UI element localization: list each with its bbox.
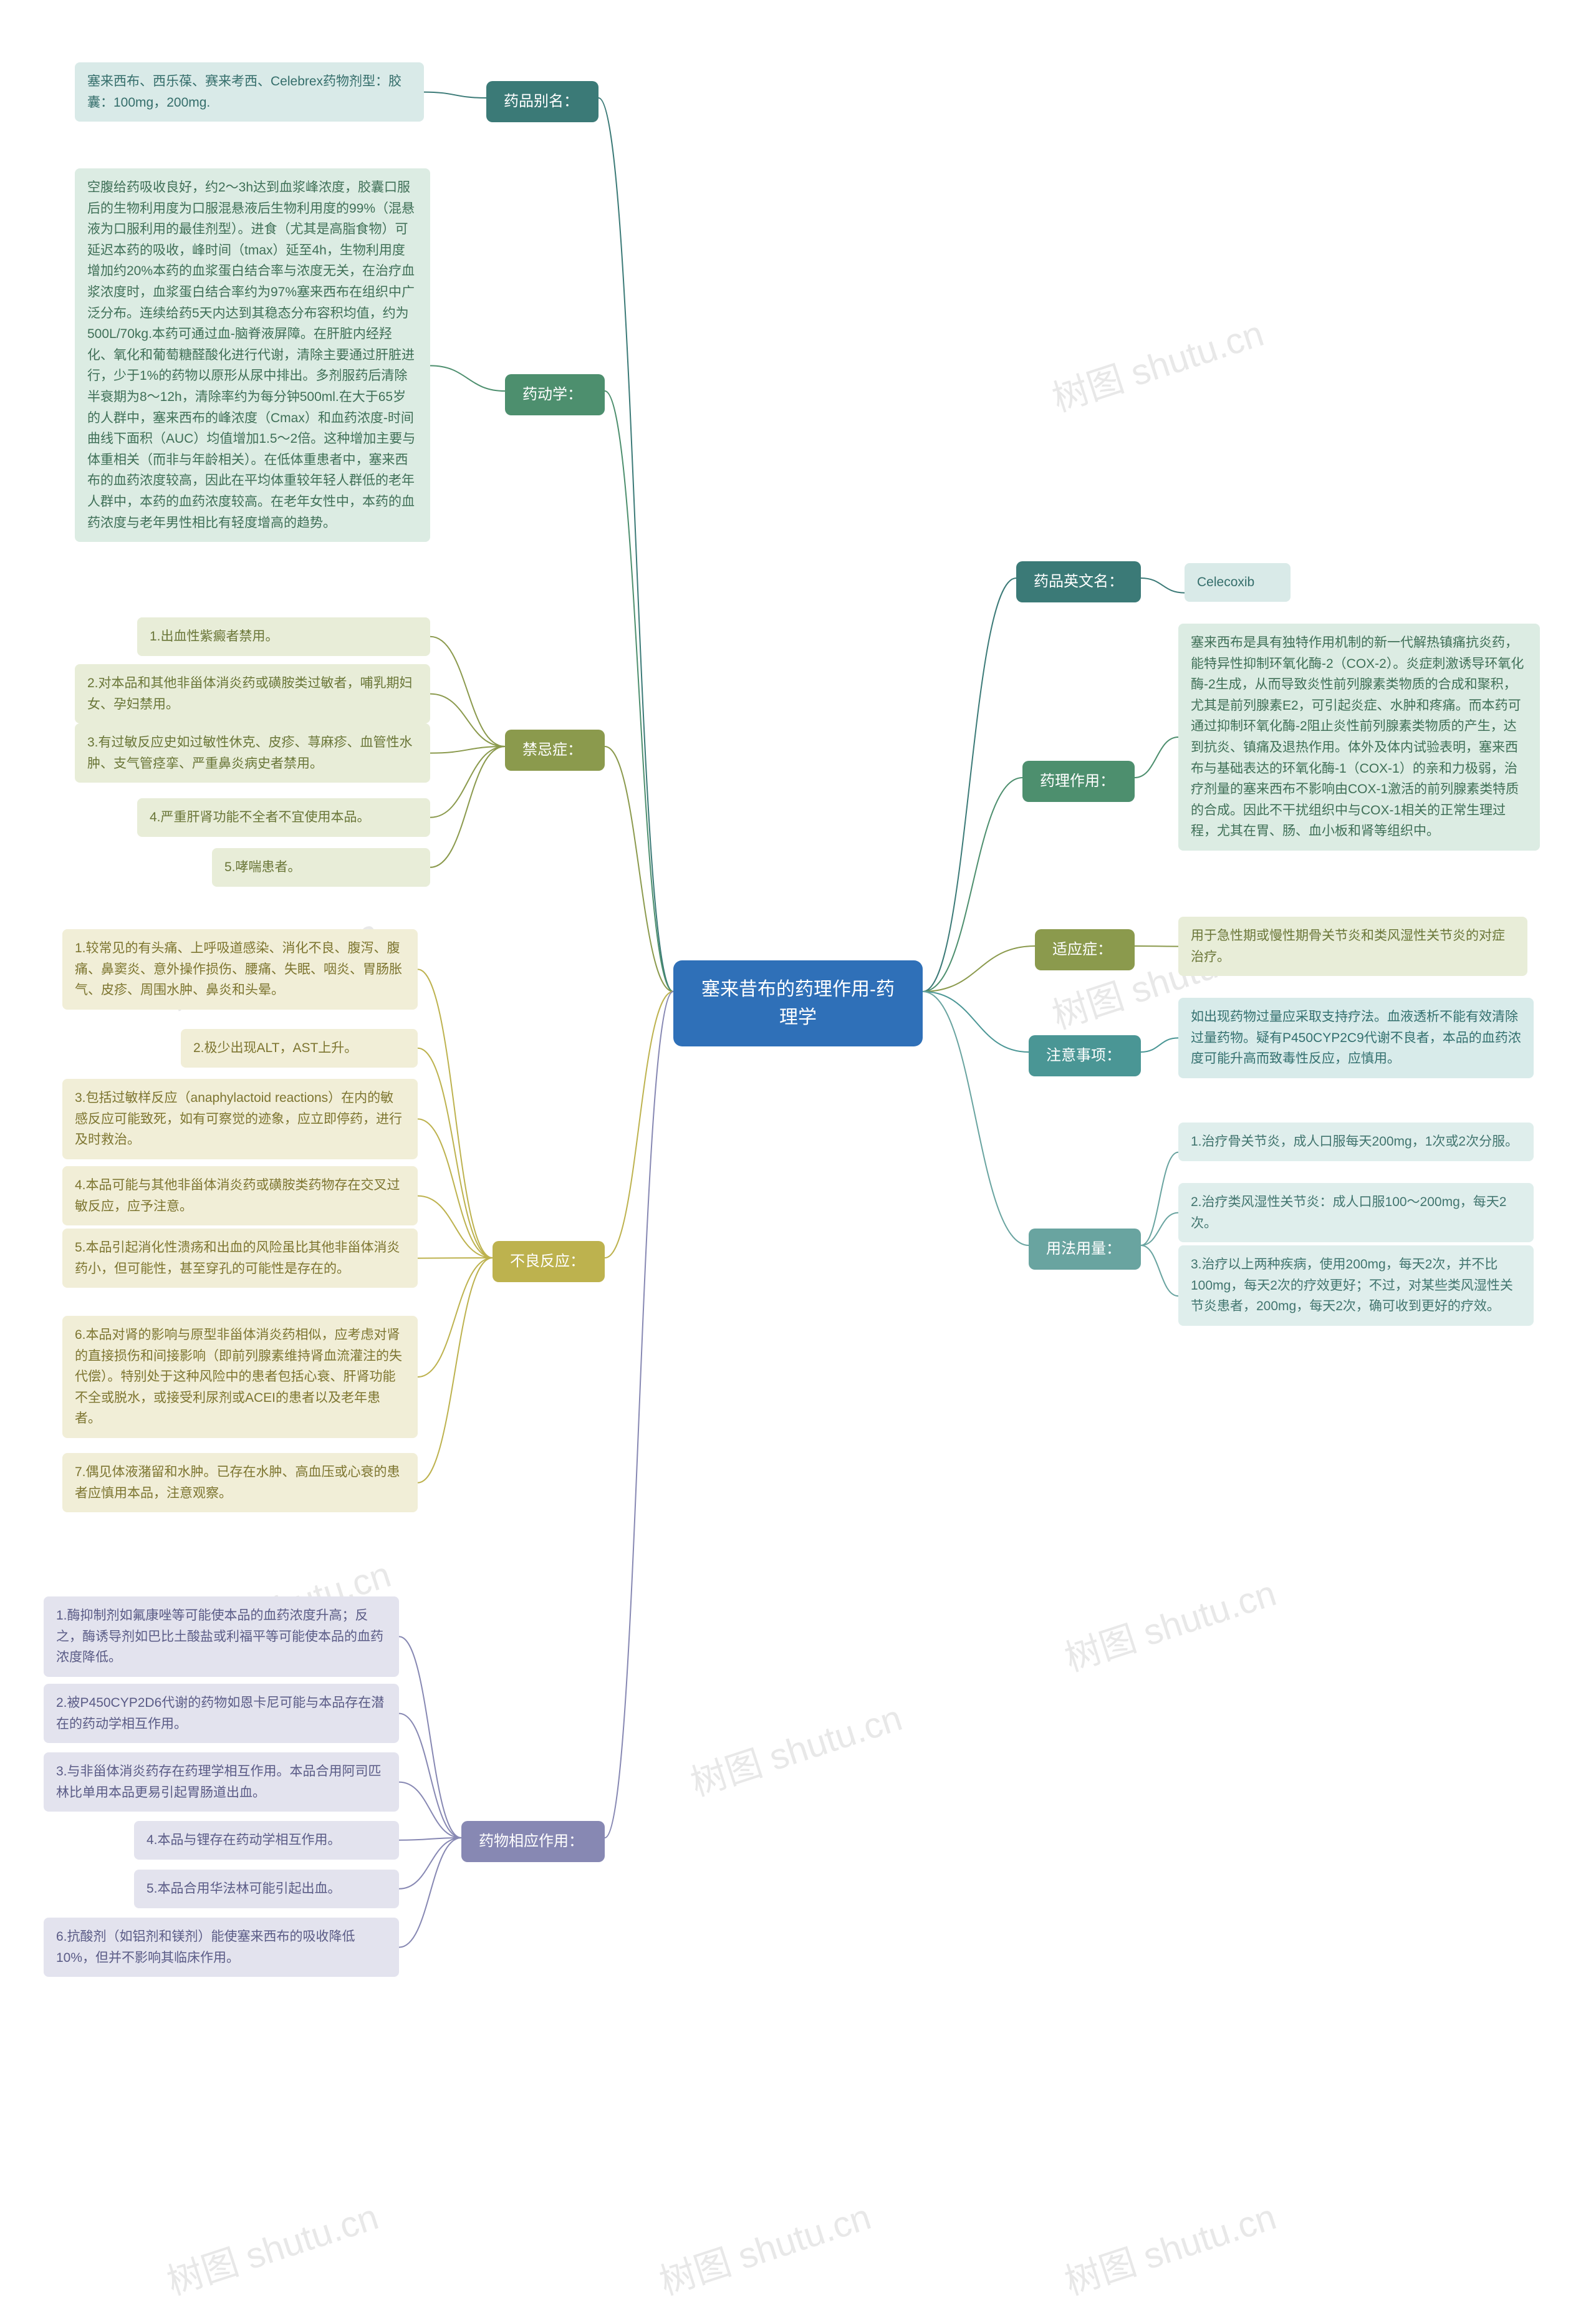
branch-en: 药品英文名： — [1016, 561, 1141, 602]
leaf-contra-4: 5.哮喘患者。 — [212, 848, 430, 887]
leaf-ddi-1: 2.被P450CYP2D6代谢的药物如恩卡尼可能与本品存在潜在的药动学相互作用。 — [44, 1684, 399, 1743]
leaf-contra-3: 4.严重肝肾功能不全者不宜使用本品。 — [137, 798, 430, 837]
leaf-dose-1: 2.治疗类风湿性关节炎：成人口服100～200mg，每天2次。 — [1178, 1183, 1534, 1242]
watermark: 树图 shutu.cn — [652, 2188, 877, 2305]
leaf-ddi-3: 4.本品与锂存在药动学相互作用。 — [134, 1821, 399, 1860]
watermark: 树图 shutu.cn — [1057, 2188, 1282, 2305]
leaf-dose-2: 3.治疗以上两种疾病，使用200mg，每天2次，并不比100mg，每天2次的疗效… — [1178, 1245, 1534, 1326]
leaf-caution-0: 如出现药物过量应采取支持疗法。血液透析不能有效清除过量药物。疑有P450CYP2… — [1178, 998, 1534, 1078]
leaf-pk-0: 空腹给药吸收良好，约2～3h达到血浆峰浓度，胶囊口服后的生物利用度为口服混悬液后… — [75, 168, 430, 542]
branch-alias: 药品别名： — [486, 81, 598, 122]
leaf-contra-0: 1.出血性紫癜者禁用。 — [137, 617, 430, 656]
leaf-contra-1: 2.对本品和其他非甾体消炎药或磺胺类过敏者，哺乳期妇女、孕妇禁用。 — [75, 664, 430, 723]
leaf-effect-0: 塞来西布是具有独特作用机制的新一代解热镇痛抗炎药，能特异性抑制环氧化酶-2（CO… — [1178, 624, 1540, 851]
leaf-dose-0: 1.治疗骨关节炎，成人口服每天200mg，1次或2次分服。 — [1178, 1123, 1534, 1161]
leaf-adr-6: 7.偶见体液潴留和水肿。已存在水肿、高血压或心衰的患者应慎用本品，注意观察。 — [62, 1453, 418, 1512]
branch-ind: 适应症： — [1035, 929, 1135, 970]
branch-adr: 不良反应： — [493, 1241, 605, 1282]
leaf-adr-0: 1.较常见的有头痛、上呼吸道感染、消化不良、腹泻、腹痛、鼻窦炎、意外操作损伤、腰… — [62, 929, 418, 1010]
leaf-contra-2: 3.有过敏反应史如过敏性休克、皮疹、荨麻疹、血管性水肿、支气管痉挛、严重鼻炎病史… — [75, 723, 430, 783]
watermark: 树图 shutu.cn — [683, 1689, 908, 1806]
leaf-ddi-2: 3.与非甾体消炎药存在药理学相互作用。本品合用阿司匹林比单用本品更易引起胃肠道出… — [44, 1752, 399, 1812]
leaf-en-0: Celecoxib — [1185, 563, 1291, 602]
branch-effect: 药理作用： — [1022, 761, 1135, 802]
center-node: 塞来昔布的药理作用-药理学 — [673, 960, 923, 1046]
branch-ddi: 药物相应作用： — [461, 1821, 605, 1862]
branch-caution: 注意事项： — [1029, 1035, 1141, 1076]
leaf-alias-0: 塞来西布、西乐葆、赛来考西、Celebrex药物剂型：胶囊：100mg，200m… — [75, 62, 424, 122]
branch-contra: 禁忌症： — [505, 730, 605, 771]
leaf-ddi-0: 1.酶抑制剂如氟康唑等可能使本品的血药浓度升高；反之，酶诱导剂如巴比土酸盐或利福… — [44, 1596, 399, 1677]
watermark: 树图 shutu.cn — [160, 2188, 384, 2305]
leaf-adr-4: 5.本品引起消化性溃疡和出血的风险虽比其他非甾体消炎药小，但可能性，甚至穿孔的可… — [62, 1229, 418, 1288]
leaf-ind-0: 用于急性期或慢性期骨关节炎和类风湿性关节炎的对症治疗。 — [1178, 917, 1527, 976]
leaf-ddi-5: 6.抗酸剂（如铝剂和镁剂）能使塞来西布的吸收降低10%，但并不影响其临床作用。 — [44, 1918, 399, 1977]
leaf-adr-3: 4.本品可能与其他非甾体消炎药或磺胺类药物存在交叉过敏反应，应予注意。 — [62, 1166, 418, 1225]
leaf-adr-5: 6.本品对肾的影响与原型非甾体消炎药相似，应考虑对肾的直接损伤和间接影响（即前列… — [62, 1316, 418, 1438]
leaf-ddi-4: 5.本品合用华法林可能引起出血。 — [134, 1870, 399, 1908]
leaf-adr-2: 3.包括过敏样反应（anaphylactoid reactions）在内的敏感反… — [62, 1079, 418, 1159]
watermark: 树图 shutu.cn — [1057, 1564, 1282, 1681]
branch-dose: 用法用量： — [1029, 1229, 1141, 1270]
leaf-adr-1: 2.极少出现ALT，AST上升。 — [181, 1029, 418, 1068]
branch-pk: 药动学： — [505, 374, 605, 415]
watermark: 树图 shutu.cn — [1045, 304, 1269, 422]
